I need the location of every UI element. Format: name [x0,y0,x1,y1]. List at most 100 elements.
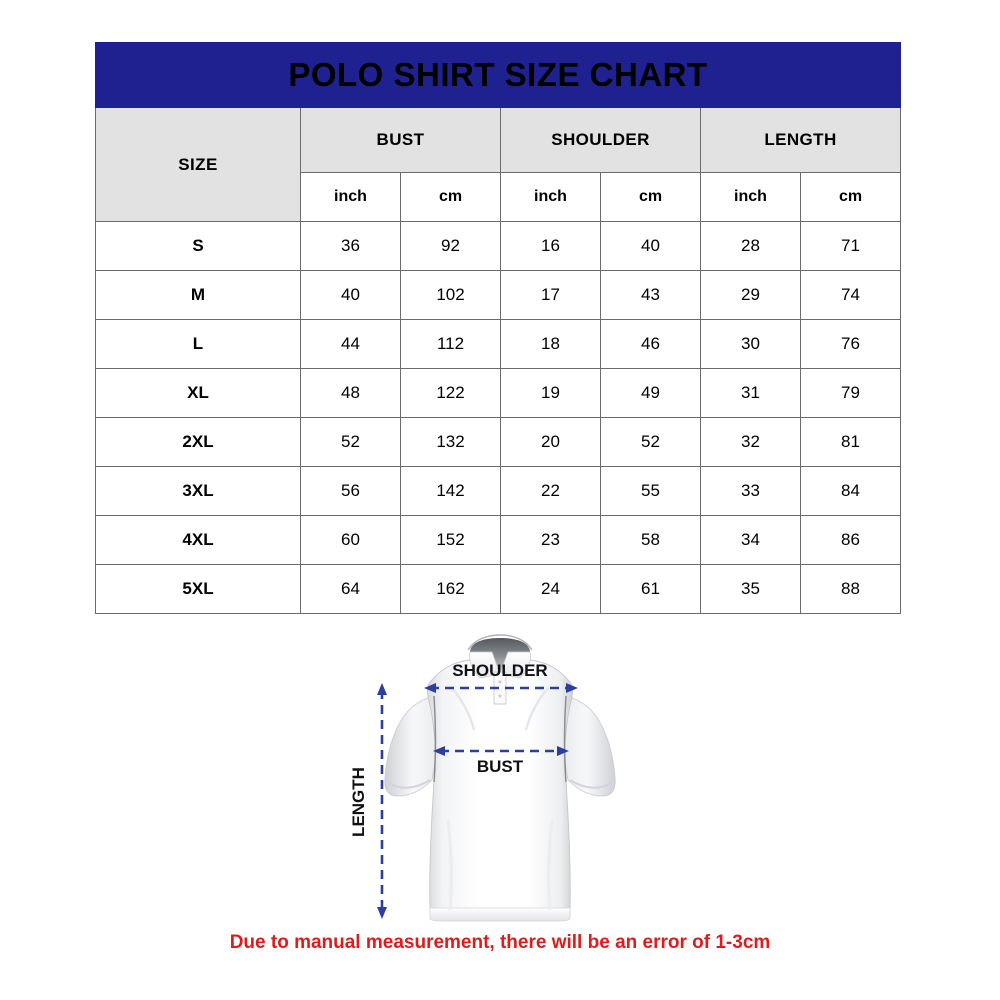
cell-shoulder-inch: 22 [500,466,601,516]
cell-shoulder-cm: 52 [600,417,701,467]
group-header-row: SIZE BUST SHOULDER LENGTH [95,107,902,222]
table-row: L 44 112 18 46 30 76 [95,319,902,369]
measurement-diagram: SHOULDER BUST LENGTH [0,630,1000,930]
column-header-shoulder: SHOULDER [500,107,701,173]
shirt-hem [429,907,571,922]
size-label: L [95,319,301,369]
unit-shoulder-inch: inch [500,172,601,222]
cell-shoulder-cm: 40 [600,221,701,271]
placket-button-top [498,680,502,684]
cell-length-cm: 86 [799,515,902,565]
left-armhole-seam [433,695,437,783]
bust-arrow-right [557,746,569,756]
cell-bust-inch: 48 [300,368,401,418]
cell-bust-inch: 36 [300,221,401,271]
size-label: XL [95,368,301,418]
shirt-graphic [384,634,616,922]
cell-shoulder-cm: 55 [600,466,701,516]
cell-bust-cm: 152 [400,515,501,565]
cell-length-cm: 79 [799,368,902,418]
cell-bust-inch: 56 [300,466,401,516]
cell-shoulder-inch: 24 [500,564,601,614]
cell-shoulder-inch: 17 [500,270,601,320]
cell-shoulder-inch: 16 [500,221,601,271]
cell-length-inch: 34 [700,515,801,565]
cell-length-cm: 71 [799,221,902,271]
cell-length-cm: 88 [799,564,902,614]
right-armhole-seam [563,695,567,783]
cell-length-cm: 74 [799,270,902,320]
bust-arrow-left [433,746,445,756]
length-label: LENGTH [349,767,368,837]
bust-label: BUST [477,757,524,776]
table-row: 5XL 64 162 24 61 35 88 [95,564,902,614]
cell-bust-inch: 60 [300,515,401,565]
cell-bust-cm: 112 [400,319,501,369]
cell-bust-inch: 64 [300,564,401,614]
column-header-bust: BUST [300,107,501,173]
cell-bust-cm: 162 [400,564,501,614]
left-body-fold [446,819,453,911]
size-chart-table: POLO SHIRT SIZE CHART SIZE BUST SHOULDER… [94,42,902,614]
chart-title-row: POLO SHIRT SIZE CHART [94,42,902,108]
page-title: POLO SHIRT SIZE CHART [94,42,902,108]
table-row: 2XL 52 132 20 52 32 81 [95,417,902,467]
unit-bust-cm: cm [400,172,501,222]
cell-shoulder-inch: 19 [500,368,601,418]
cell-length-cm: 84 [799,466,902,516]
placket-button-bottom [498,694,502,698]
cell-shoulder-inch: 18 [500,319,601,369]
cell-shoulder-cm: 43 [600,270,701,320]
size-label: 3XL [95,466,301,516]
column-header-length: LENGTH [699,107,902,173]
column-header-size: SIZE [95,107,301,222]
right-shoulder-fold [524,687,549,731]
shoulder-label: SHOULDER [452,661,547,680]
left-cuff [387,779,431,789]
unit-header-row: inch cm inch cm inch cm [96,172,902,222]
cell-shoulder-cm: 61 [600,564,701,614]
right-cuff [569,779,613,789]
collar-band [467,634,533,651]
table-row: S 36 92 16 40 28 71 [95,221,902,271]
cell-shoulder-cm: 46 [600,319,701,369]
table-row: XL 48 122 19 49 31 79 [95,368,902,418]
unit-shoulder-cm: cm [600,172,701,222]
shoulder-arrow-right [566,683,578,693]
cell-bust-cm: 142 [400,466,501,516]
cell-length-inch: 31 [700,368,801,418]
cell-bust-inch: 44 [300,319,401,369]
cell-length-inch: 29 [700,270,801,320]
cell-shoulder-inch: 20 [500,417,601,467]
cell-bust-inch: 52 [300,417,401,467]
cell-length-inch: 32 [700,417,801,467]
table-row: 4XL 60 152 23 58 34 86 [95,515,902,565]
cell-shoulder-cm: 58 [600,515,701,565]
cell-shoulder-inch: 23 [500,515,601,565]
size-label: 4XL [95,515,301,565]
cell-length-inch: 35 [700,564,801,614]
measurement-arrows [377,683,578,919]
unit-length-cm: cm [799,172,902,222]
cell-length-cm: 81 [799,417,902,467]
cell-length-cm: 76 [799,319,902,369]
cell-shoulder-cm: 49 [600,368,701,418]
cell-bust-cm: 92 [400,221,501,271]
length-arrow-bottom [377,907,387,919]
cell-bust-cm: 122 [400,368,501,418]
cell-length-inch: 28 [700,221,801,271]
length-arrow-top [377,683,387,695]
table-row: 3XL 56 142 22 55 33 84 [95,466,902,516]
cell-bust-inch: 40 [300,270,401,320]
size-label: S [95,221,301,271]
measurement-disclaimer: Due to manual measurement, there will be… [229,932,771,953]
cell-bust-cm: 132 [400,417,501,467]
cell-bust-cm: 102 [400,270,501,320]
polo-shirt-illustration: SHOULDER BUST LENGTH [349,634,616,922]
left-shoulder-fold [451,687,476,731]
unit-bust-inch: inch [300,172,401,222]
size-label: 2XL [95,417,301,467]
cell-length-inch: 33 [700,466,801,516]
table-row: M 40 102 17 43 29 74 [95,270,902,320]
shoulder-arrow-left [424,683,436,693]
